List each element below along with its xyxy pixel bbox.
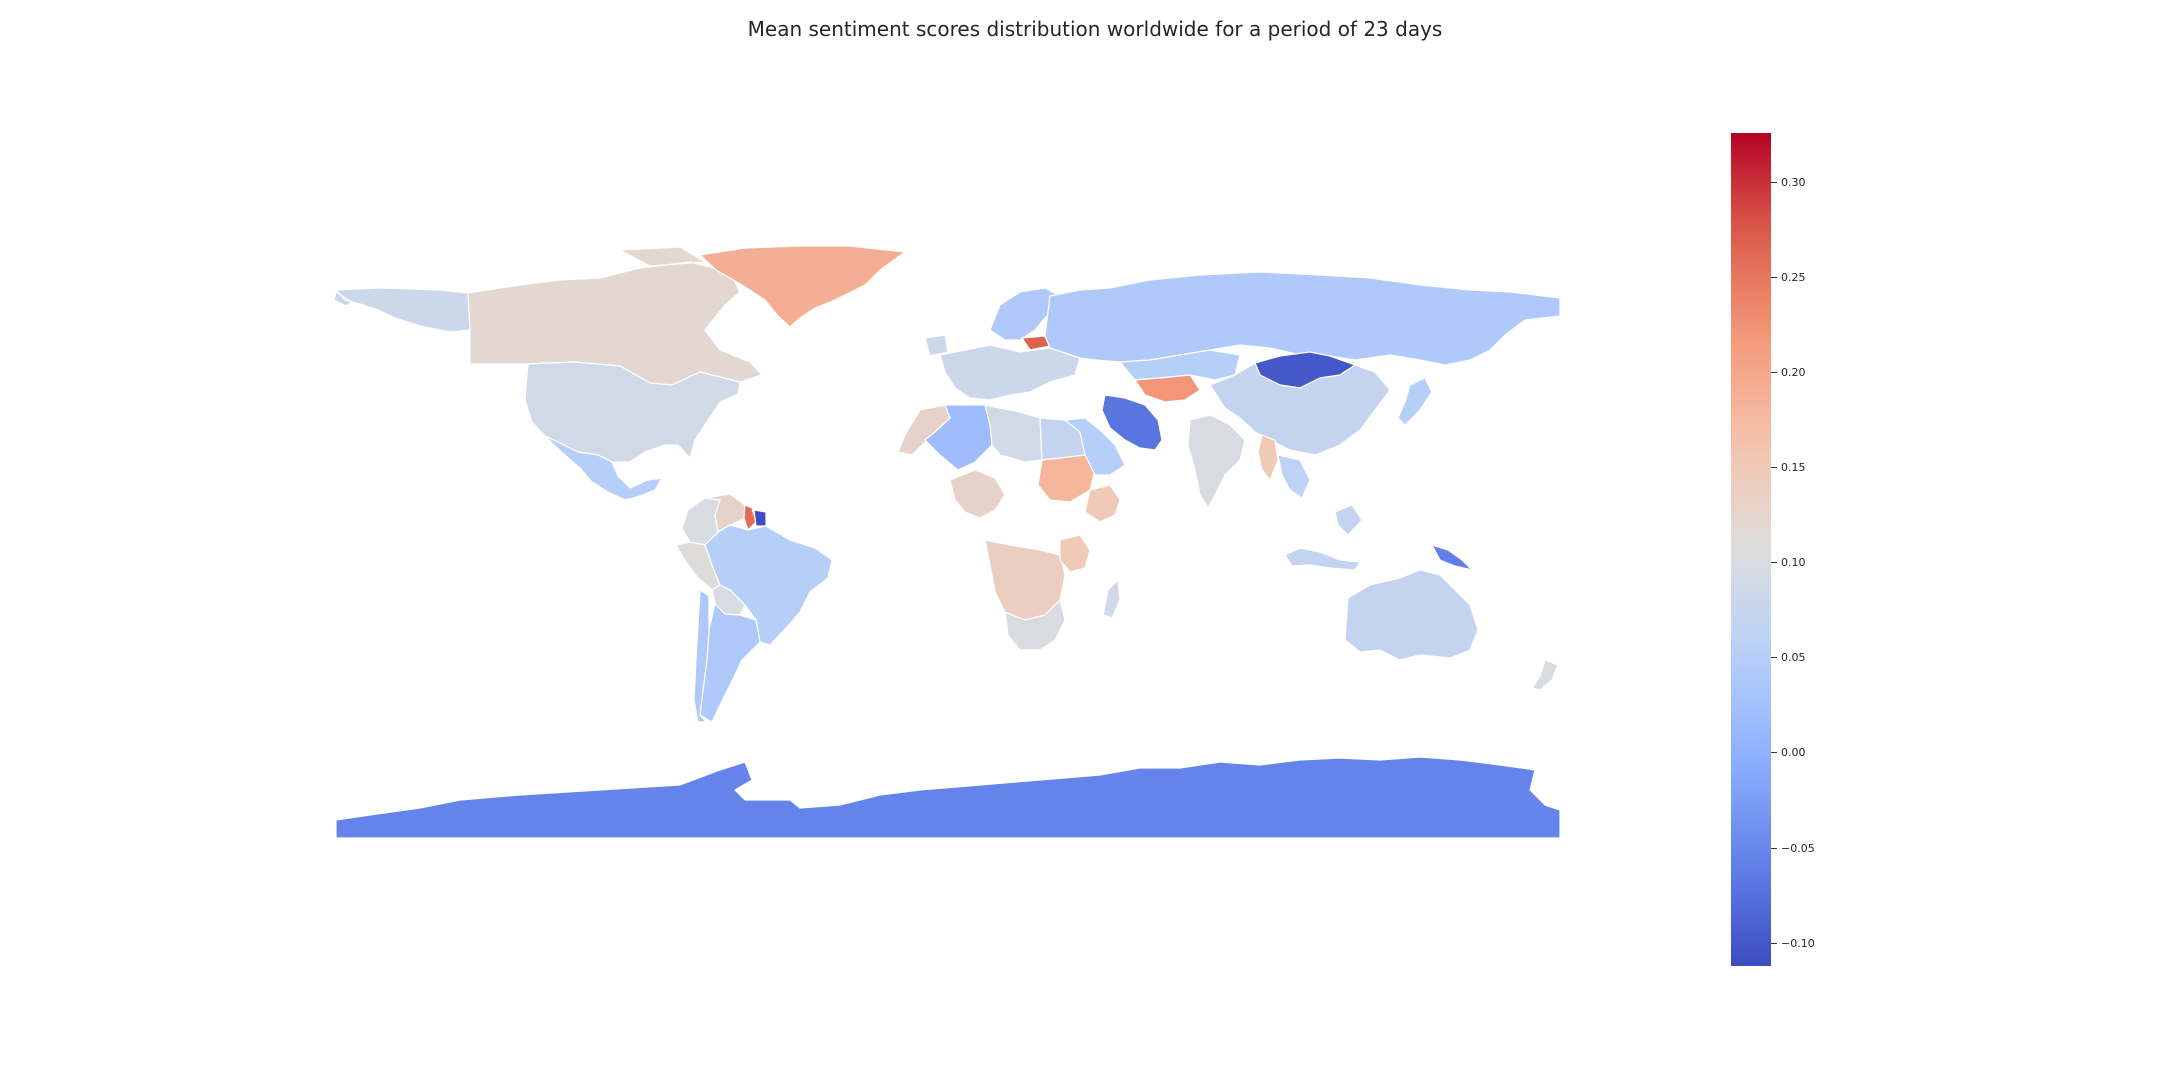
region-china[interactable]	[1209, 362, 1391, 456]
tick-label: 0.25	[1781, 271, 1806, 285]
region-russia[interactable]	[1044, 271, 1561, 366]
map-title: Mean sentiment scores distribution world…	[747, 17, 1443, 41]
region-indonesia[interactable]	[1284, 504, 1363, 571]
tick-label: 0.10	[1781, 556, 1806, 570]
region-suriname[interactable]	[753, 509, 767, 527]
colorbar-tick: 0.30	[1771, 175, 1806, 189]
tick-mark	[1771, 847, 1777, 849]
tick-label: 0.05	[1781, 651, 1806, 665]
tick-label: −0.05	[1781, 841, 1815, 855]
colorbar-tick: −0.05	[1771, 841, 1815, 855]
tick-label: 0.15	[1781, 461, 1806, 475]
region-ethiopia[interactable]	[1084, 484, 1121, 523]
tick-mark	[1771, 942, 1777, 944]
tick-label: 0.00	[1781, 746, 1806, 760]
tick-label: 0.30	[1781, 175, 1806, 189]
region-alaska[interactable]	[333, 287, 471, 333]
tick-mark	[1771, 752, 1777, 754]
tick-mark	[1771, 277, 1777, 279]
tick-mark	[1771, 657, 1777, 659]
tick-label: −0.10	[1781, 936, 1815, 950]
region-west-africa[interactable]	[949, 469, 1006, 519]
region-antarctica[interactable]	[335, 756, 1561, 839]
region-australia[interactable]	[1344, 569, 1479, 661]
tick-mark	[1771, 562, 1777, 564]
region-new-zealand[interactable]	[1531, 659, 1559, 691]
colorbar-tick: 0.15	[1771, 461, 1806, 475]
colorbar-tick: 0.00	[1771, 746, 1806, 760]
colorbar	[1731, 133, 1771, 966]
region-papua-new-guinea[interactable]	[1431, 544, 1473, 571]
region-iran[interactable]	[1101, 394, 1163, 451]
colorbar-tick: 0.25	[1771, 271, 1806, 285]
region-tanzania[interactable]	[1059, 534, 1091, 573]
region-libya[interactable]	[984, 404, 1043, 463]
region-myanmar[interactable]	[1257, 434, 1279, 481]
region-europe[interactable]	[924, 334, 1081, 401]
region-greenland[interactable]	[699, 245, 906, 328]
tick-label: 0.20	[1781, 366, 1806, 380]
colorbar-tick: 0.20	[1771, 366, 1806, 380]
region-turkmenistan[interactable]	[1134, 374, 1201, 403]
region-saudi-arabia[interactable]	[1064, 417, 1126, 476]
region-southeast-asia[interactable]	[1277, 454, 1311, 499]
tick-mark	[1771, 467, 1777, 469]
region-south-africa[interactable]	[1004, 599, 1066, 651]
colorbar-tick: 0.05	[1771, 651, 1806, 665]
region-mexico[interactable]	[544, 435, 663, 501]
region-sudan[interactable]	[1037, 454, 1096, 503]
region-chile[interactable]	[693, 589, 710, 723]
tick-mark	[1771, 372, 1777, 374]
region-madagascar[interactable]	[1102, 579, 1121, 619]
tick-mark	[1771, 181, 1777, 183]
colorbar-tick: 0.10	[1771, 556, 1806, 570]
region-guyana[interactable]	[743, 504, 757, 531]
region-india[interactable]	[1187, 414, 1246, 509]
region-japan[interactable]	[1397, 377, 1433, 426]
colorbar-tick: −0.10	[1771, 936, 1815, 950]
